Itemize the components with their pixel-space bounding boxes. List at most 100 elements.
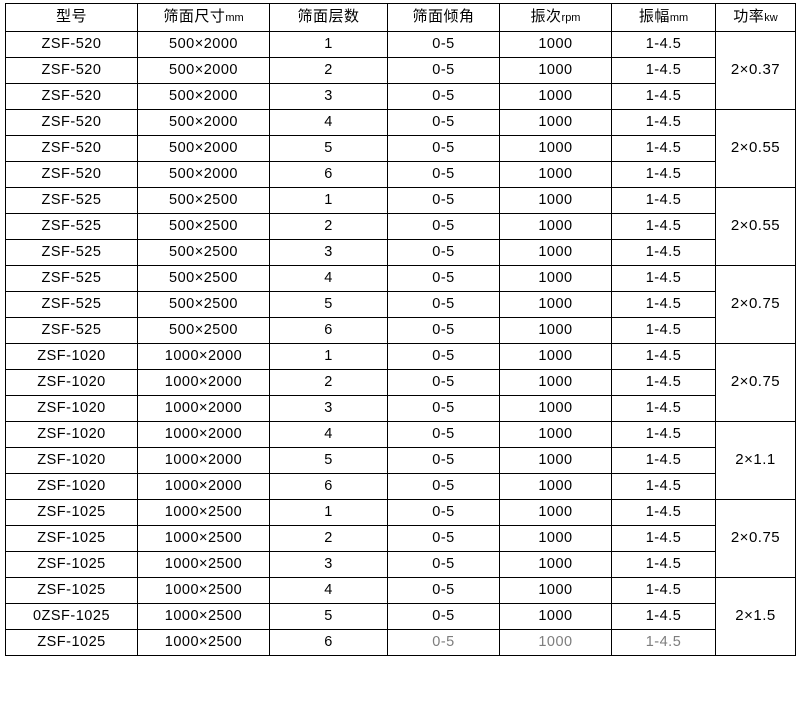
cell-model: ZSF-525 — [5, 291, 138, 318]
cell-screen-size: 1000×2500 — [137, 577, 270, 604]
cell-screen-size: 500×2500 — [137, 317, 270, 344]
cell-amplitude: 1-4.5 — [611, 83, 716, 110]
cell-screen-size: 1000×2000 — [137, 395, 270, 422]
cell-screen-size: 500×2500 — [137, 213, 270, 240]
cell-power: 2×0.55 — [715, 187, 796, 266]
cell-angle: 0-5 — [387, 421, 500, 448]
cell-model: ZSF-525 — [5, 265, 138, 292]
cell-angle: 0-5 — [387, 317, 500, 344]
cell-layers: 2 — [269, 525, 388, 552]
column-header-frequency-label: 振次 — [530, 8, 562, 26]
column-header-frequency: 振次rpm — [499, 3, 612, 32]
cell-amplitude: 1-4.5 — [611, 395, 716, 422]
table-row: ZSF-525 500×2500 3 0-5 1000 1-4.5 — [5, 239, 796, 266]
column-header-screen-size: 筛面尺寸mm — [137, 3, 270, 32]
cell-angle: 0-5 — [387, 291, 500, 318]
cell-angle: 0-5 — [387, 395, 500, 422]
cell-model: ZSF-520 — [5, 135, 138, 162]
cell-model: ZSF-1020 — [5, 447, 138, 474]
cell-angle: 0-5 — [387, 31, 500, 58]
table-row: ZSF-525 500×2500 1 0-5 1000 1-4.5 2×0.55 — [5, 187, 796, 266]
cell-model: ZSF-1025 — [5, 551, 138, 578]
table-row: ZSF-520 500×2000 4 0-5 1000 1-4.5 2×0.55 — [5, 109, 796, 188]
cell-model: ZSF-1020 — [5, 473, 138, 500]
cell-model: ZSF-1025 — [5, 577, 138, 604]
cell-screen-size: 500×2000 — [137, 57, 270, 84]
cell-screen-size: 500×2500 — [137, 265, 270, 292]
cell-angle: 0-5 — [387, 525, 500, 552]
cell-frequency: 1000 — [499, 265, 612, 292]
cell-screen-size: 1000×2000 — [137, 369, 270, 396]
table-body: ZSF-520 500×2000 1 0-5 1000 1-4.5 2×0.37 ZSF-52… — [5, 31, 796, 656]
specification-table: 型号 筛面尺寸mm 筛面层数 筛面倾角 振次rpm 振幅mm 功率kw ZSF-… — [5, 3, 796, 656]
table-row: ZSF-520 500×2000 5 0-5 1000 1-4.5 — [5, 135, 796, 162]
cell-layers: 1 — [269, 499, 388, 526]
cell-angle: 0-5 — [387, 83, 500, 110]
cell-screen-size: 1000×2500 — [137, 629, 270, 656]
cell-screen-size: 500×2000 — [137, 161, 270, 188]
cell-angle: 0-5 — [387, 239, 500, 266]
cell-power: 2×0.75 — [715, 265, 796, 344]
cell-amplitude: 1-4.5 — [611, 213, 716, 240]
table-row: 0ZSF-1025 1000×2500 5 0-5 1000 1-4.5 — [5, 603, 796, 630]
cell-frequency: 1000 — [499, 343, 612, 370]
table-row: ZSF-1020 1000×2000 2 0-5 1000 1-4.5 — [5, 369, 796, 396]
cell-angle: 0-5 — [387, 135, 500, 162]
cell-angle: 0-5 — [387, 473, 500, 500]
column-header-model: 型号 — [5, 3, 138, 32]
cell-frequency: 1000 — [499, 577, 612, 604]
cell-amplitude: 1-4.5 — [611, 369, 716, 396]
cell-amplitude: 1-4.5 — [611, 421, 716, 448]
cell-frequency: 1000 — [499, 109, 612, 136]
cell-model: ZSF-525 — [5, 187, 138, 214]
cell-angle: 0-5 — [387, 499, 500, 526]
cell-amplitude: 1-4.5 — [611, 447, 716, 474]
cell-frequency: 1000 — [499, 83, 612, 110]
cell-power: 2×1.1 — [715, 421, 796, 500]
cell-frequency: 1000 — [499, 135, 612, 162]
cell-amplitude: 1-4.5 — [611, 499, 716, 526]
cell-frequency: 1000 — [499, 525, 612, 552]
cell-frequency: 1000 — [499, 473, 612, 500]
cell-angle: 0-5 — [387, 265, 500, 292]
cell-frequency: 1000 — [499, 603, 612, 630]
table-header-row: 型号 筛面尺寸mm 筛面层数 筛面倾角 振次rpm 振幅mm 功率kw — [5, 3, 796, 32]
cell-layers: 5 — [269, 291, 388, 318]
column-header-layers: 筛面层数 — [269, 3, 388, 32]
cell-frequency: 1000 — [499, 187, 612, 214]
cell-layers: 4 — [269, 421, 388, 448]
cell-layers: 1 — [269, 343, 388, 370]
cell-screen-size: 500×2500 — [137, 187, 270, 214]
cell-amplitude: 1-4.5 — [611, 629, 716, 656]
cell-angle: 0-5 — [387, 213, 500, 240]
table-row: ZSF-520 500×2000 6 0-5 1000 1-4.5 — [5, 161, 796, 188]
cell-model: ZSF-1025 — [5, 629, 138, 656]
cell-model: ZSF-525 — [5, 239, 138, 266]
table-row: ZSF-525 500×2500 6 0-5 1000 1-4.5 — [5, 317, 796, 344]
table-row: ZSF-525 500×2500 5 0-5 1000 1-4.5 — [5, 291, 796, 318]
cell-layers: 1 — [269, 31, 388, 58]
cell-amplitude: 1-4.5 — [611, 135, 716, 162]
cell-screen-size: 1000×2000 — [137, 447, 270, 474]
table-row: ZSF-1020 1000×2000 4 0-5 1000 1-4.5 2×1.1 — [5, 421, 796, 500]
cell-angle: 0-5 — [387, 629, 500, 656]
cell-screen-size: 1000×2500 — [137, 603, 270, 630]
cell-layers: 4 — [269, 109, 388, 136]
cell-power: 2×0.37 — [715, 31, 796, 110]
table-row: ZSF-1020 1000×2000 5 0-5 1000 1-4.5 — [5, 447, 796, 474]
cell-layers: 2 — [269, 369, 388, 396]
table-row: ZSF-520 500×2000 3 0-5 1000 1-4.5 — [5, 83, 796, 110]
cell-model: ZSF-520 — [5, 161, 138, 188]
cell-model: ZSF-1020 — [5, 395, 138, 422]
cell-amplitude: 1-4.5 — [611, 109, 716, 136]
cell-screen-size: 500×2000 — [137, 31, 270, 58]
cell-amplitude: 1-4.5 — [611, 603, 716, 630]
table-row: ZSF-1020 1000×2000 1 0-5 1000 1-4.5 2×0.75 — [5, 343, 796, 422]
table-row: ZSF-525 500×2500 2 0-5 1000 1-4.5 — [5, 213, 796, 240]
cell-angle: 0-5 — [387, 369, 500, 396]
cell-model: ZSF-520 — [5, 83, 138, 110]
cell-screen-size: 1000×2500 — [137, 551, 270, 578]
cell-frequency: 1000 — [499, 369, 612, 396]
cell-model: ZSF-1020 — [5, 369, 138, 396]
cell-frequency: 1000 — [499, 161, 612, 188]
